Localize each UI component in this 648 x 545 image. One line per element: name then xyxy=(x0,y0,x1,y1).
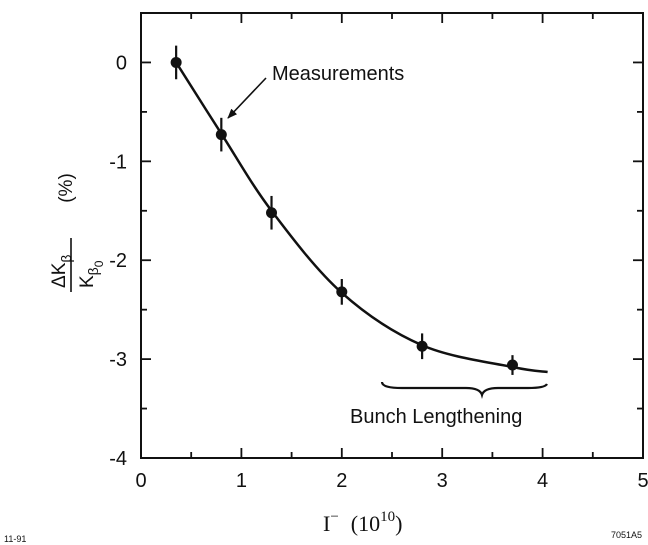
tick-labels: 0 1 2 3 4 5 0 -1 -2 -3 -4 xyxy=(109,52,648,492)
bunch-lengthening-brace xyxy=(380,381,548,399)
y-tick-label: -4 xyxy=(109,448,127,470)
measurements-label: Measurements xyxy=(272,63,404,85)
y-tick-label: -2 xyxy=(109,250,127,272)
x-tick-label: 3 xyxy=(437,470,448,492)
data-points xyxy=(170,45,518,375)
y-axis-label: ΔKβ Kβ0 (%) xyxy=(49,173,106,292)
y-tick-label: -1 xyxy=(109,151,127,173)
x-tick-label: 0 xyxy=(135,470,146,492)
figure-code-left: 11-91 xyxy=(4,534,26,544)
svg-text:ΔKβ: ΔKβ xyxy=(49,255,74,288)
data-point xyxy=(170,56,182,68)
data-point xyxy=(506,359,518,371)
fit-curve xyxy=(175,61,548,374)
data-point xyxy=(336,286,348,298)
figure-code-right: 7051A5 xyxy=(611,530,642,540)
y-tick-label: 0 xyxy=(116,52,127,74)
y-tick-label: -3 xyxy=(109,349,127,371)
data-point xyxy=(215,129,227,141)
data-point xyxy=(416,340,428,352)
x-axis-label: I− (1010) xyxy=(323,509,402,536)
x-tick-label: 4 xyxy=(537,470,548,492)
x-tick-label: 1 xyxy=(236,470,247,492)
data-point xyxy=(266,207,278,219)
measurements-arrow xyxy=(227,77,267,119)
svg-text:(%): (%) xyxy=(56,173,77,203)
x-tick-label: 5 xyxy=(637,470,648,492)
bunch-lengthening-label: Bunch Lengthening xyxy=(350,406,522,428)
svg-text:Kβ0: Kβ0 xyxy=(77,260,106,288)
x-tick-label: 2 xyxy=(336,470,347,492)
ticks xyxy=(140,12,644,459)
